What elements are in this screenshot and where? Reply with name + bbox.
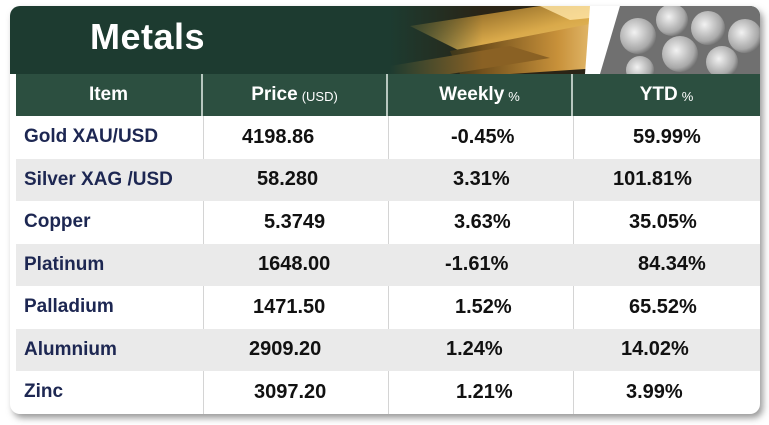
header-price: Price (USD) [203, 74, 388, 116]
cell-item: Silver XAG /USD [24, 168, 173, 190]
cell-price: 1648.00 [258, 253, 331, 276]
cell-weekly: 3.31% [453, 168, 510, 191]
cell-weekly: 1.52% [455, 295, 512, 318]
table-header: Item Price (USD) Weekly % YTD % [16, 74, 760, 116]
cell-item: Gold XAU/USD [24, 126, 159, 148]
cell-ytd: 101.81% [613, 168, 692, 191]
cell-price: 5.3749 [264, 210, 326, 233]
table-body: Gold XAU/USD 4198.86 -0.45% 59.99% Silve… [16, 116, 760, 414]
table-row: Platinum 1648.00 -1.61% 84.34% [16, 243, 760, 286]
cell-weekly: -0.45% [451, 125, 515, 148]
metals-card: Metals [10, 6, 760, 414]
header-price-label: Price [251, 84, 298, 105]
table-row: Silver XAG /USD 58.280 3.31% 101.81% [16, 158, 760, 201]
header-item: Item [16, 74, 203, 116]
cell-price: 3097.20 [254, 380, 327, 403]
cell-item: Copper [24, 211, 91, 233]
cell-item: Alumnium [24, 338, 117, 360]
cell-ytd: 3.99% [626, 380, 683, 403]
cell-price: 58.280 [257, 168, 319, 191]
cell-weekly: 1.24% [446, 338, 503, 361]
cell-price: 1471.50 [253, 295, 326, 318]
cell-weekly: 1.21% [456, 380, 513, 403]
cell-ytd: 59.99% [633, 125, 701, 148]
header-weekly: Weekly % [388, 74, 573, 116]
table-row: Copper 5.3749 3.63% 35.05% [16, 201, 760, 244]
table-row: Zinc 3097.20 1.21% 3.99% [16, 371, 760, 414]
cell-item: Zinc [24, 381, 64, 403]
cell-ytd: 14.02% [621, 338, 689, 361]
cell-ytd: 35.05% [629, 210, 697, 233]
cell-item: Platinum [24, 253, 105, 275]
header-price-unit: (USD) [301, 89, 338, 104]
cell-weekly: 3.63% [454, 210, 511, 233]
header-ytd-unit: % [681, 89, 694, 104]
banner: Metals [10, 6, 760, 74]
header-ytd-label: YTD [639, 84, 678, 105]
cell-weekly: -1.61% [445, 253, 509, 276]
banner-title: Metals [90, 16, 206, 57]
cell-ytd: 84.34% [638, 253, 706, 276]
header-item-label: Item [88, 84, 129, 105]
cell-price: 4198.86 [242, 125, 315, 148]
cell-item: Palladium [24, 296, 114, 318]
header-weekly-label: Weekly [439, 84, 505, 105]
table-row: Gold XAU/USD 4198.86 -0.45% 59.99% [16, 116, 760, 159]
cell-price: 2909.20 [249, 338, 322, 361]
header-ytd: YTD % [573, 74, 760, 116]
metal-bars-image [390, 6, 760, 74]
header-weekly-unit: % [508, 89, 520, 104]
table-row: Alumnium 2909.20 1.24% 14.02% [16, 328, 760, 371]
cell-ytd: 65.52% [629, 295, 697, 318]
table-row: Palladium 1471.50 1.52% 65.52% [16, 286, 760, 329]
